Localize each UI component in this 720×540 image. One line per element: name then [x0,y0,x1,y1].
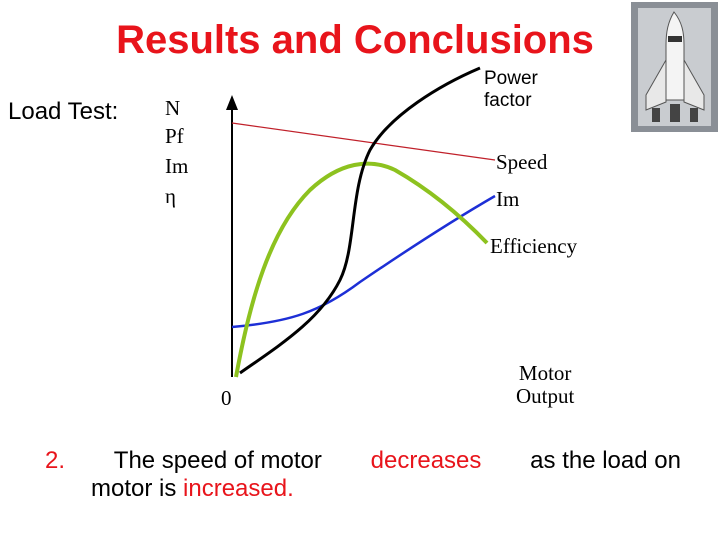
quantity-label: Im [165,154,189,178]
text: as the load on [530,447,681,474]
efficiency-curve [234,161,489,378]
quantity-label: N [165,96,181,120]
conclusion-line: motor is increased. [91,475,294,503]
text: The speed of motor [113,447,322,474]
origin-label: 0 [221,386,232,410]
efficiency-label: Efficiency [490,234,578,258]
highlight: increased. [183,475,294,502]
current-curve [231,194,496,329]
conclusion-line: 2. The speed of motor decreases as the l… [45,447,681,475]
speed-label: Speed [496,150,548,174]
axes [226,95,238,377]
speed-curve [231,122,496,161]
power-factor-curve [239,66,481,375]
label-line: Output [516,384,575,408]
label-line: Power [484,68,538,89]
label-line: Motor [518,361,572,385]
item-number: 2. [45,447,66,474]
label-line: factor [484,90,532,111]
power-factor-label: Power factor [484,68,538,112]
slide-title: Results and Conclusions [116,18,594,62]
current-label: Im [496,187,520,211]
shuttle-icon [631,2,718,132]
load-test-label: Load Test: [8,98,119,125]
text: motor is [91,475,177,502]
quantity-label: η [165,184,176,208]
x-axis-label: Motor Output [516,362,574,408]
quantity-label: Pf [165,124,184,148]
highlight: decreases [370,447,482,474]
